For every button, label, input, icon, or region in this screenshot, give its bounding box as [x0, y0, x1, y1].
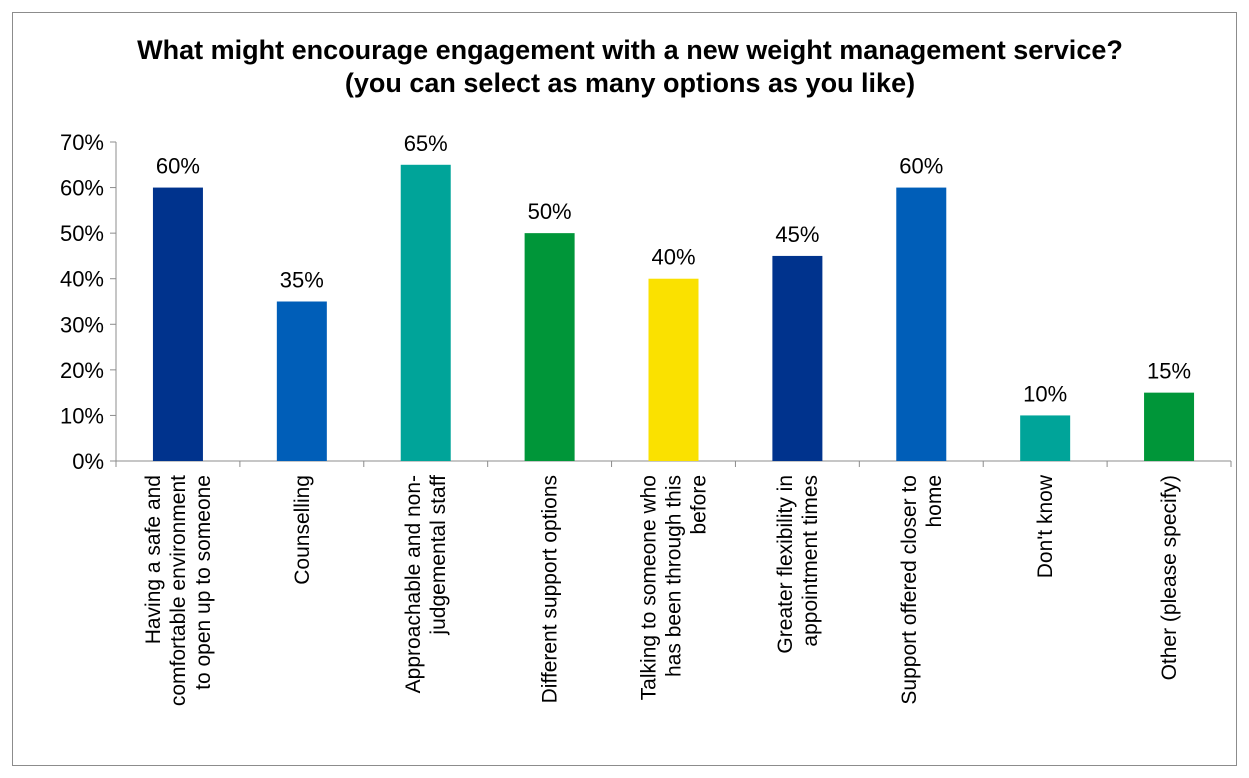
x-category-label: Greater flexibility inappointment times [774, 475, 822, 654]
bar [648, 278, 699, 461]
y-tick-label: 30% [60, 312, 104, 337]
x-category-label-line: before [688, 475, 711, 535]
data-label: 35% [280, 268, 324, 293]
data-label: 45% [775, 222, 819, 247]
x-category-label-line: judgemental staff [427, 475, 450, 636]
x-category-label-line: Talking to someone who [638, 475, 661, 700]
y-tick-label: 10% [60, 403, 104, 428]
x-category-label-line: Different support options [539, 475, 562, 703]
x-category-label: Support offered closer tohome [898, 475, 946, 705]
bar [152, 187, 203, 462]
y-tick-label: 20% [60, 358, 104, 383]
y-tick-label: 60% [60, 176, 104, 201]
x-category-label-line: comfortable environment [167, 475, 190, 706]
x-category-label-line: Counselling [291, 475, 314, 585]
x-category-label: Different support options [539, 475, 562, 703]
data-label: 10% [1023, 381, 1067, 406]
data-label: 40% [651, 245, 695, 270]
y-tick-label: 50% [60, 221, 104, 246]
y-tick-label: 0% [72, 449, 104, 474]
data-label: 50% [528, 199, 572, 224]
x-category-label-line: Greater flexibility in [774, 475, 797, 654]
bar [400, 164, 451, 462]
x-category-label-line: Support offered closer to [898, 475, 921, 705]
bar [276, 301, 327, 461]
x-category-label-line: Other (please specify) [1158, 475, 1181, 680]
bar [524, 233, 575, 461]
y-tick-label: 40% [60, 267, 104, 292]
x-category-label-line: Approachable and non- [402, 475, 425, 693]
x-category-label: Other (please specify) [1158, 475, 1181, 680]
x-category-label-line: Don't know [1034, 474, 1057, 578]
bar [772, 255, 823, 461]
y-tick-label: 70% [60, 130, 104, 155]
x-category-label: Approachable and non-judgemental staff [402, 475, 450, 693]
x-category-label: Talking to someone whohas been through t… [638, 475, 711, 700]
x-category-label-line: home [923, 475, 946, 528]
x-category-label-line: Having a safe and [142, 475, 165, 644]
chart-title: What might encourage engagement with a n… [137, 35, 1123, 98]
x-category-label: Counselling [291, 475, 314, 585]
data-label: 60% [899, 154, 943, 179]
x-category-label-line: to open up to someone [192, 475, 215, 690]
x-category-label-line: has been through this [663, 475, 686, 677]
bar [1020, 415, 1071, 461]
data-label: 60% [156, 154, 200, 179]
data-label: 15% [1147, 359, 1191, 384]
bar [896, 187, 947, 462]
x-category-label-line: appointment times [799, 475, 822, 647]
bar [1144, 392, 1195, 461]
x-category-label: Having a safe andcomfortable environment… [142, 475, 215, 706]
x-category-label: Don't know [1034, 474, 1057, 578]
data-label: 65% [404, 131, 448, 156]
chart-frame [12, 12, 1237, 766]
